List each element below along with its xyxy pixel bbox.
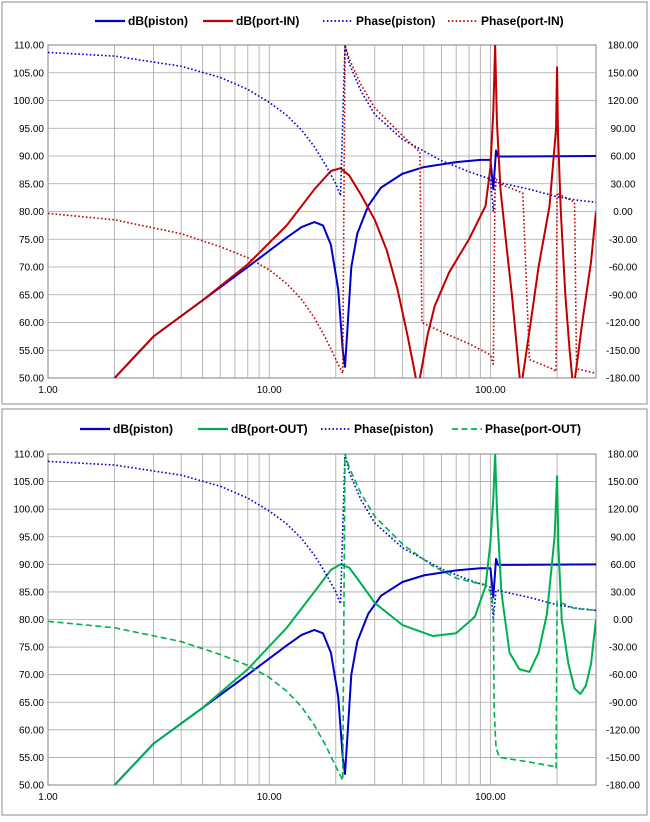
y2-tick-label: -120.00 — [606, 318, 640, 329]
series-line-1 — [113, 557, 596, 785]
series-lines — [48, 45, 596, 378]
y-tick-label: 65.00 — [19, 290, 44, 301]
series-line-2 — [113, 45, 596, 378]
y-tick-label: 60.00 — [19, 725, 44, 736]
y-tick-label: 70.00 — [19, 263, 44, 274]
y2-tick-label: -150.00 — [606, 346, 640, 357]
y2-tick-label: 120.00 — [608, 505, 639, 516]
legend-label: dB(piston) — [113, 422, 173, 436]
grid — [48, 45, 596, 378]
y2-tick-label: -120.00 — [606, 725, 640, 736]
x-tick-label: 10.00 — [257, 385, 282, 396]
series-line-1 — [113, 149, 596, 378]
series-line-4 — [48, 454, 596, 782]
y2-tick-label: 180.00 — [608, 41, 639, 52]
y-tick-label: 110.00 — [14, 450, 44, 461]
y2-tick-label: -60.00 — [609, 670, 638, 681]
y2-tick-label: 120.00 — [608, 96, 639, 107]
y-tick-label: 65.00 — [19, 698, 44, 709]
y-tick-label: 90.00 — [19, 560, 44, 571]
y2-tick-label: 0.00 — [613, 207, 633, 218]
legend: dB(piston) dB(port-IN) Phase(piston) Phase(… — [95, 14, 564, 28]
legend-label: Phase(port-OUT) — [485, 422, 581, 436]
series-line-4 — [48, 45, 596, 375]
y-tick-label: 95.00 — [19, 532, 44, 543]
y-tick-label: 90.00 — [19, 152, 44, 163]
legend-label: dB(port-OUT) — [231, 422, 308, 436]
y2-tick-label: 30.00 — [610, 179, 635, 190]
y-tick-label: 60.00 — [19, 318, 44, 329]
y2-tick-label: -180.00 — [606, 374, 640, 385]
y2-tick-label: 60.00 — [610, 560, 635, 571]
y-tick-label: 75.00 — [19, 235, 44, 246]
y2-tick-label: -30.00 — [609, 235, 638, 246]
y2-tick-label: -90.00 — [609, 290, 638, 301]
y-tick-label: 50.00 — [19, 781, 44, 792]
legend-label: dB(piston) — [128, 14, 188, 28]
y-tick-label: 70.00 — [19, 670, 44, 681]
y-tick-label: 100.00 — [13, 505, 44, 516]
y2-tick-label: 90.00 — [610, 532, 635, 543]
legend-label: dB(port-IN) — [236, 14, 299, 28]
y-tick-label: 85.00 — [19, 179, 44, 190]
legend-label: Phase(piston) — [356, 14, 435, 28]
y-tick-label: 55.00 — [19, 753, 44, 764]
series-line-3 — [48, 45, 596, 213]
series-line-3 — [48, 454, 596, 621]
y-tick-label: 95.00 — [19, 124, 44, 135]
y-tick-label: 75.00 — [19, 643, 44, 654]
y2-tick-label: 150.00 — [608, 68, 639, 79]
y2-tick-label: 60.00 — [610, 152, 635, 163]
y-tick-label: 110.00 — [14, 41, 44, 52]
legend-label: Phase(port-IN) — [481, 14, 564, 28]
x-tick-label: 100.00 — [475, 385, 506, 396]
legend-label: Phase(piston) — [354, 422, 433, 436]
chart-panel-1: 50.00 55.00 60.00 65.00 70.00 75.00 80.00 85.00… — [1, 1, 648, 405]
y2-tick-label: 150.00 — [608, 477, 639, 488]
y2-tick-label: -150.00 — [606, 753, 640, 764]
y2-tick-label: -60.00 — [609, 263, 638, 274]
y2-tick-label: -90.00 — [609, 698, 638, 709]
x-tick-label: 1.00 — [38, 792, 58, 803]
y2-tick-label: 180.00 — [608, 450, 639, 461]
y-tick-label: 80.00 — [19, 207, 44, 218]
legend: dB(piston) dB(port-OUT) Phase(piston) Phase… — [80, 422, 581, 436]
x-tick-label: 10.00 — [257, 792, 282, 803]
y2-tick-label: 90.00 — [610, 124, 635, 135]
y-tick-label: 50.00 — [19, 374, 44, 385]
chart-panel-2: 50.00 55.00 60.00 65.00 70.00 75.00 80.00 85.00… — [1, 408, 648, 816]
y2-tick-label: 0.00 — [613, 615, 633, 626]
y2-tick-label: 30.00 — [610, 587, 635, 598]
y-tick-label: 105.00 — [13, 68, 44, 79]
x-tick-label: 100.00 — [475, 792, 506, 803]
y-tick-label: 85.00 — [19, 587, 44, 598]
series-lines — [48, 454, 596, 785]
y2-tick-label: -180.00 — [606, 781, 640, 792]
x-tick-label: 1.00 — [38, 385, 58, 396]
y-tick-label: 100.00 — [13, 96, 44, 107]
series-line-2 — [113, 454, 596, 785]
y-tick-label: 80.00 — [19, 615, 44, 626]
y-tick-label: 55.00 — [19, 346, 44, 357]
y-tick-label: 105.00 — [13, 477, 44, 488]
y2-tick-label: -30.00 — [609, 643, 638, 654]
